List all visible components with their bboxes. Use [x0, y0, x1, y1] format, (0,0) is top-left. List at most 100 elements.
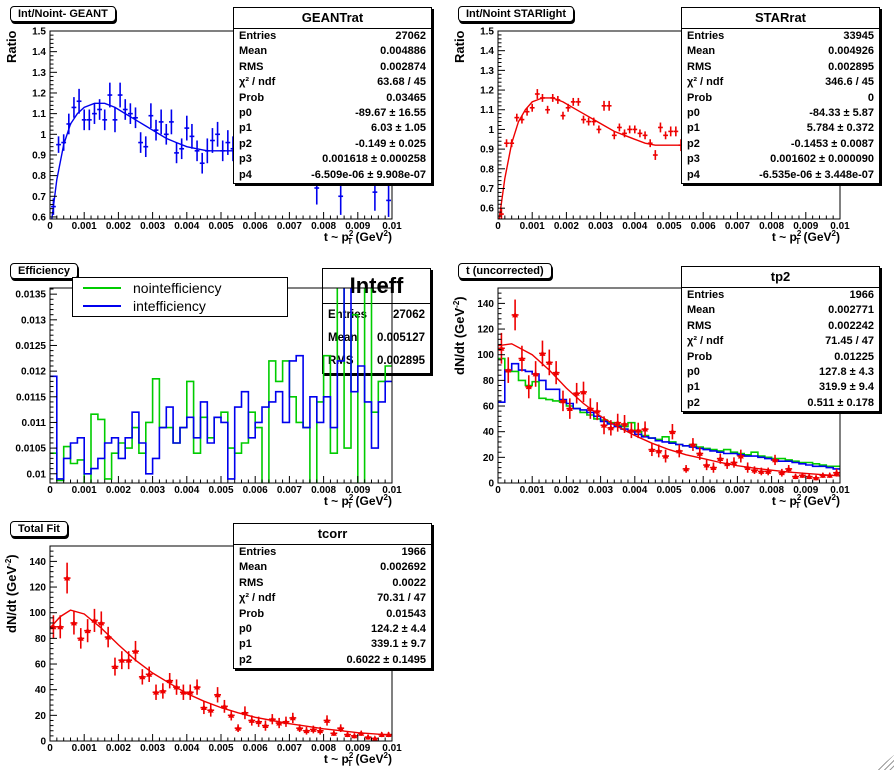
stat-value: 0.002895 — [377, 355, 425, 367]
stat-row: p0 -89.67 ± 16.55 — [234, 106, 431, 121]
stats-title: GEANTrat — [234, 8, 431, 29]
svg-text:0.002: 0.002 — [106, 221, 131, 232]
stat-row: p0 124.2 ± 4.4 — [234, 622, 431, 637]
stat-value: 6.03 ± 1.05 — [371, 122, 426, 135]
svg-text:100: 100 — [477, 350, 494, 361]
svg-text:0.001: 0.001 — [520, 221, 545, 232]
svg-text:60: 60 — [483, 402, 495, 413]
svg-text:0.01: 0.01 — [382, 485, 402, 496]
stat-label: χ² / ndf — [239, 76, 276, 89]
stat-label: p4 — [239, 168, 252, 181]
svg-text:0.009: 0.009 — [793, 221, 818, 232]
axis-title-text: 2 — [796, 229, 802, 238]
svg-text:0.007: 0.007 — [277, 743, 302, 754]
svg-text:0.009: 0.009 — [793, 485, 818, 496]
stat-value: 0.002874 — [380, 60, 426, 73]
svg-text:0: 0 — [40, 737, 46, 748]
axis-title-text: T — [347, 501, 353, 510]
svg-text:1.2: 1.2 — [32, 88, 46, 99]
stat-value: 0.005127 — [377, 332, 425, 344]
x-axis-title: t ~ p2T (GeV2) — [324, 751, 392, 768]
svg-text:120: 120 — [477, 325, 494, 336]
stat-row: Entries 33945 — [682, 29, 879, 44]
stat-label: p0 — [239, 107, 252, 120]
svg-text:1.5: 1.5 — [480, 27, 494, 38]
svg-text:0.013: 0.013 — [21, 315, 46, 326]
stat-label: p2 — [687, 137, 700, 150]
stat-label: χ² / ndf — [687, 76, 724, 89]
svg-text:0.009: 0.009 — [345, 485, 370, 496]
svg-text:0.008: 0.008 — [311, 221, 336, 232]
stat-row: Mean 0.002692 — [234, 560, 431, 575]
svg-text:1.3: 1.3 — [32, 68, 46, 79]
svg-text:0: 0 — [495, 221, 501, 232]
stat-value: 0.002692 — [380, 561, 426, 574]
stat-value: 124.2 ± 4.4 — [371, 623, 426, 636]
svg-text:0.001: 0.001 — [72, 221, 97, 232]
stat-value: -89.67 ± 16.55 — [355, 107, 426, 120]
axis-title-text: ) — [452, 296, 467, 301]
svg-text:0.004: 0.004 — [174, 221, 199, 232]
legend-item-nointefficiency: nointefficiency — [73, 279, 287, 297]
y-axis-title: Ratio — [4, 31, 19, 64]
svg-text:0: 0 — [488, 479, 494, 490]
svg-text:0.9: 0.9 — [480, 145, 494, 156]
axis-title-text: T — [795, 237, 801, 246]
stat-label: RMS — [239, 576, 264, 589]
axis-title-text: ) — [836, 230, 840, 244]
svg-text:0: 0 — [47, 743, 53, 754]
stat-value: 0.511 ± 0.178 — [807, 396, 874, 409]
svg-text:0.0125: 0.0125 — [15, 341, 46, 352]
stat-label: p1 — [239, 122, 252, 135]
stat-label: p2 — [687, 396, 700, 409]
stat-value: 127.8 ± 4.3 — [819, 366, 874, 379]
svg-text:1.1: 1.1 — [480, 105, 494, 116]
y-axis-title: Ratio — [452, 31, 467, 64]
svg-text:0.002: 0.002 — [106, 485, 131, 496]
svg-text:120: 120 — [29, 583, 46, 594]
axis-title-text: (GeV — [800, 494, 832, 508]
svg-text:0.002: 0.002 — [554, 485, 579, 496]
stat-value: 319.9 ± 9.4 — [819, 381, 874, 394]
stats-title: Inteff — [323, 269, 430, 304]
stat-row: Prob 0 — [682, 91, 879, 106]
svg-text:40: 40 — [35, 685, 47, 696]
stat-label: p2 — [239, 137, 252, 150]
stat-row: p1 319.9 ± 9.4 — [682, 380, 879, 395]
stat-label: p4 — [687, 168, 700, 181]
stat-row: p2 0.511 ± 0.178 — [682, 396, 879, 411]
axis-title-text: (GeV — [352, 494, 384, 508]
axis-title-text: Ratio — [452, 30, 467, 64]
plot-efficiency: 0 0.001 0.002 0.003 0.004 0.005 0.006 0.007 0.00… — [15, 287, 402, 496]
stat-label: p2 — [239, 653, 252, 666]
svg-text:0.008: 0.008 — [311, 743, 336, 754]
stat-label: Mean — [687, 304, 716, 317]
svg-text:0.009: 0.009 — [345, 743, 370, 754]
pad-title-label: t (uncorrected) — [458, 263, 552, 279]
stat-value: -0.149 ± 0.025 — [355, 137, 426, 150]
stat-value: -0.1453 ± 0.0087 — [790, 137, 874, 150]
pad-t-uncorrected: 0 0.001 0.002 0.003 0.004 0.005 0.006 0.007 0.00… — [448, 257, 896, 514]
legend-label: intefficiency — [133, 298, 206, 314]
stat-value: 0 — [867, 91, 874, 104]
axis-title-text: t ~ p — [323, 752, 349, 766]
svg-text:0.007: 0.007 — [277, 221, 302, 232]
svg-text:0: 0 — [47, 485, 53, 496]
stat-row: p2 0.6022 ± 0.1495 — [234, 653, 431, 668]
stat-row: p1 6.03 ± 1.05 — [234, 121, 431, 136]
stat-value: -84.33 ± 5.87 — [809, 107, 874, 120]
svg-text:0.8: 0.8 — [480, 164, 494, 175]
stat-row: Mean 0.004926 — [682, 44, 879, 59]
stat-label: χ² / ndf — [239, 592, 276, 605]
stat-row: p2 -0.149 ± 0.025 — [234, 137, 431, 152]
axis-title-text: 2 — [383, 229, 388, 238]
axis-title-text: dN/dt (GeV — [452, 307, 467, 375]
svg-text:0.0105: 0.0105 — [15, 444, 46, 455]
svg-text:0.0135: 0.0135 — [15, 290, 46, 301]
pad-ratio-starlight: 0 0.001 0.002 0.003 0.004 0.005 0.006 0.007 0.00… — [448, 0, 896, 257]
stat-value: 0.001602 ± 0.000090 — [770, 153, 874, 166]
stat-row: p4 -6.535e-06 ± 3.448e-07 — [682, 168, 879, 183]
svg-text:0.011: 0.011 — [22, 418, 47, 429]
resize-grip-icon[interactable] — [876, 755, 894, 770]
